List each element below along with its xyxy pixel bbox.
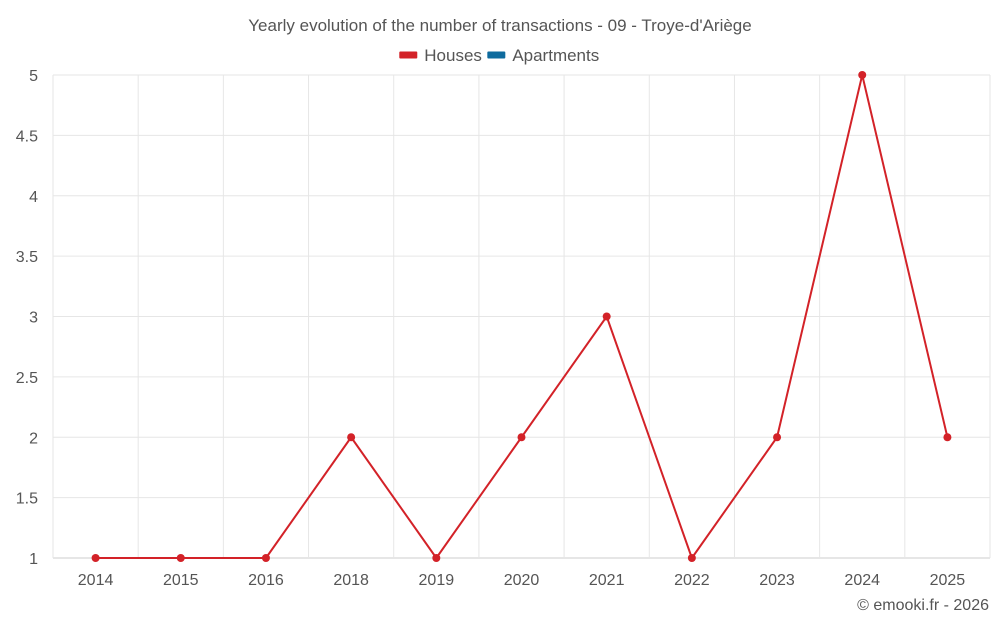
x-tick-label: 2019 xyxy=(419,572,455,589)
data-point-houses[interactable] xyxy=(261,554,270,562)
legend: Houses Apartments xyxy=(399,46,599,65)
credit-text: © emooki.fr - 2026 xyxy=(857,597,989,614)
data-point-houses[interactable] xyxy=(432,554,441,562)
x-axis-ticks: 2014 2015 2016 2018 2019 2020 2021 2022 2023 2024… xyxy=(78,572,966,589)
x-tick-label: 2024 xyxy=(844,572,880,589)
x-tick-label: 2020 xyxy=(504,572,540,589)
grid xyxy=(52,74,991,559)
legend-swatch xyxy=(487,51,506,59)
data-point-houses[interactable] xyxy=(602,312,611,321)
legend-swatch xyxy=(399,51,418,59)
y-tick-label: 2.5 xyxy=(16,370,38,387)
data-point-houses[interactable] xyxy=(517,433,526,442)
x-tick-label: 2022 xyxy=(674,572,710,589)
y-axis-ticks: 1 1.5 2 2.5 3 3.5 4 4.5 5 xyxy=(16,68,38,568)
data-point-houses[interactable] xyxy=(773,433,782,442)
y-tick-label: 3.5 xyxy=(16,249,38,266)
data-point-houses[interactable] xyxy=(943,433,952,442)
y-tick-label: 3 xyxy=(29,310,38,327)
x-tick-label: 2025 xyxy=(930,572,966,589)
y-tick-label: 5 xyxy=(29,68,38,85)
y-tick-label: 2 xyxy=(29,430,38,447)
x-tick-label: 2015 xyxy=(163,572,199,589)
legend-item-apartments[interactable]: Apartments xyxy=(487,46,599,65)
x-tick-label: 2021 xyxy=(589,572,625,589)
legend-label: Apartments xyxy=(512,46,599,65)
y-tick-label: 1 xyxy=(29,551,38,568)
data-point-houses[interactable] xyxy=(858,71,867,79)
y-tick-label: 1.5 xyxy=(16,491,38,508)
legend-item-houses[interactable]: Houses xyxy=(399,46,482,65)
series-layer xyxy=(91,71,952,562)
y-tick-label: 4 xyxy=(29,189,38,206)
data-point-houses[interactable] xyxy=(687,554,696,562)
x-tick-label: 2014 xyxy=(78,572,114,589)
data-point-houses[interactable] xyxy=(176,554,185,562)
legend-label: Houses xyxy=(424,46,482,65)
data-point-houses[interactable] xyxy=(347,433,356,442)
x-tick-label: 2018 xyxy=(333,572,369,589)
y-tick-label: 4.5 xyxy=(16,128,38,145)
x-tick-label: 2023 xyxy=(759,572,795,589)
data-point-houses[interactable] xyxy=(91,554,100,562)
chart-title: Yearly evolution of the number of transa… xyxy=(248,16,751,35)
x-tick-label: 2016 xyxy=(248,572,284,589)
